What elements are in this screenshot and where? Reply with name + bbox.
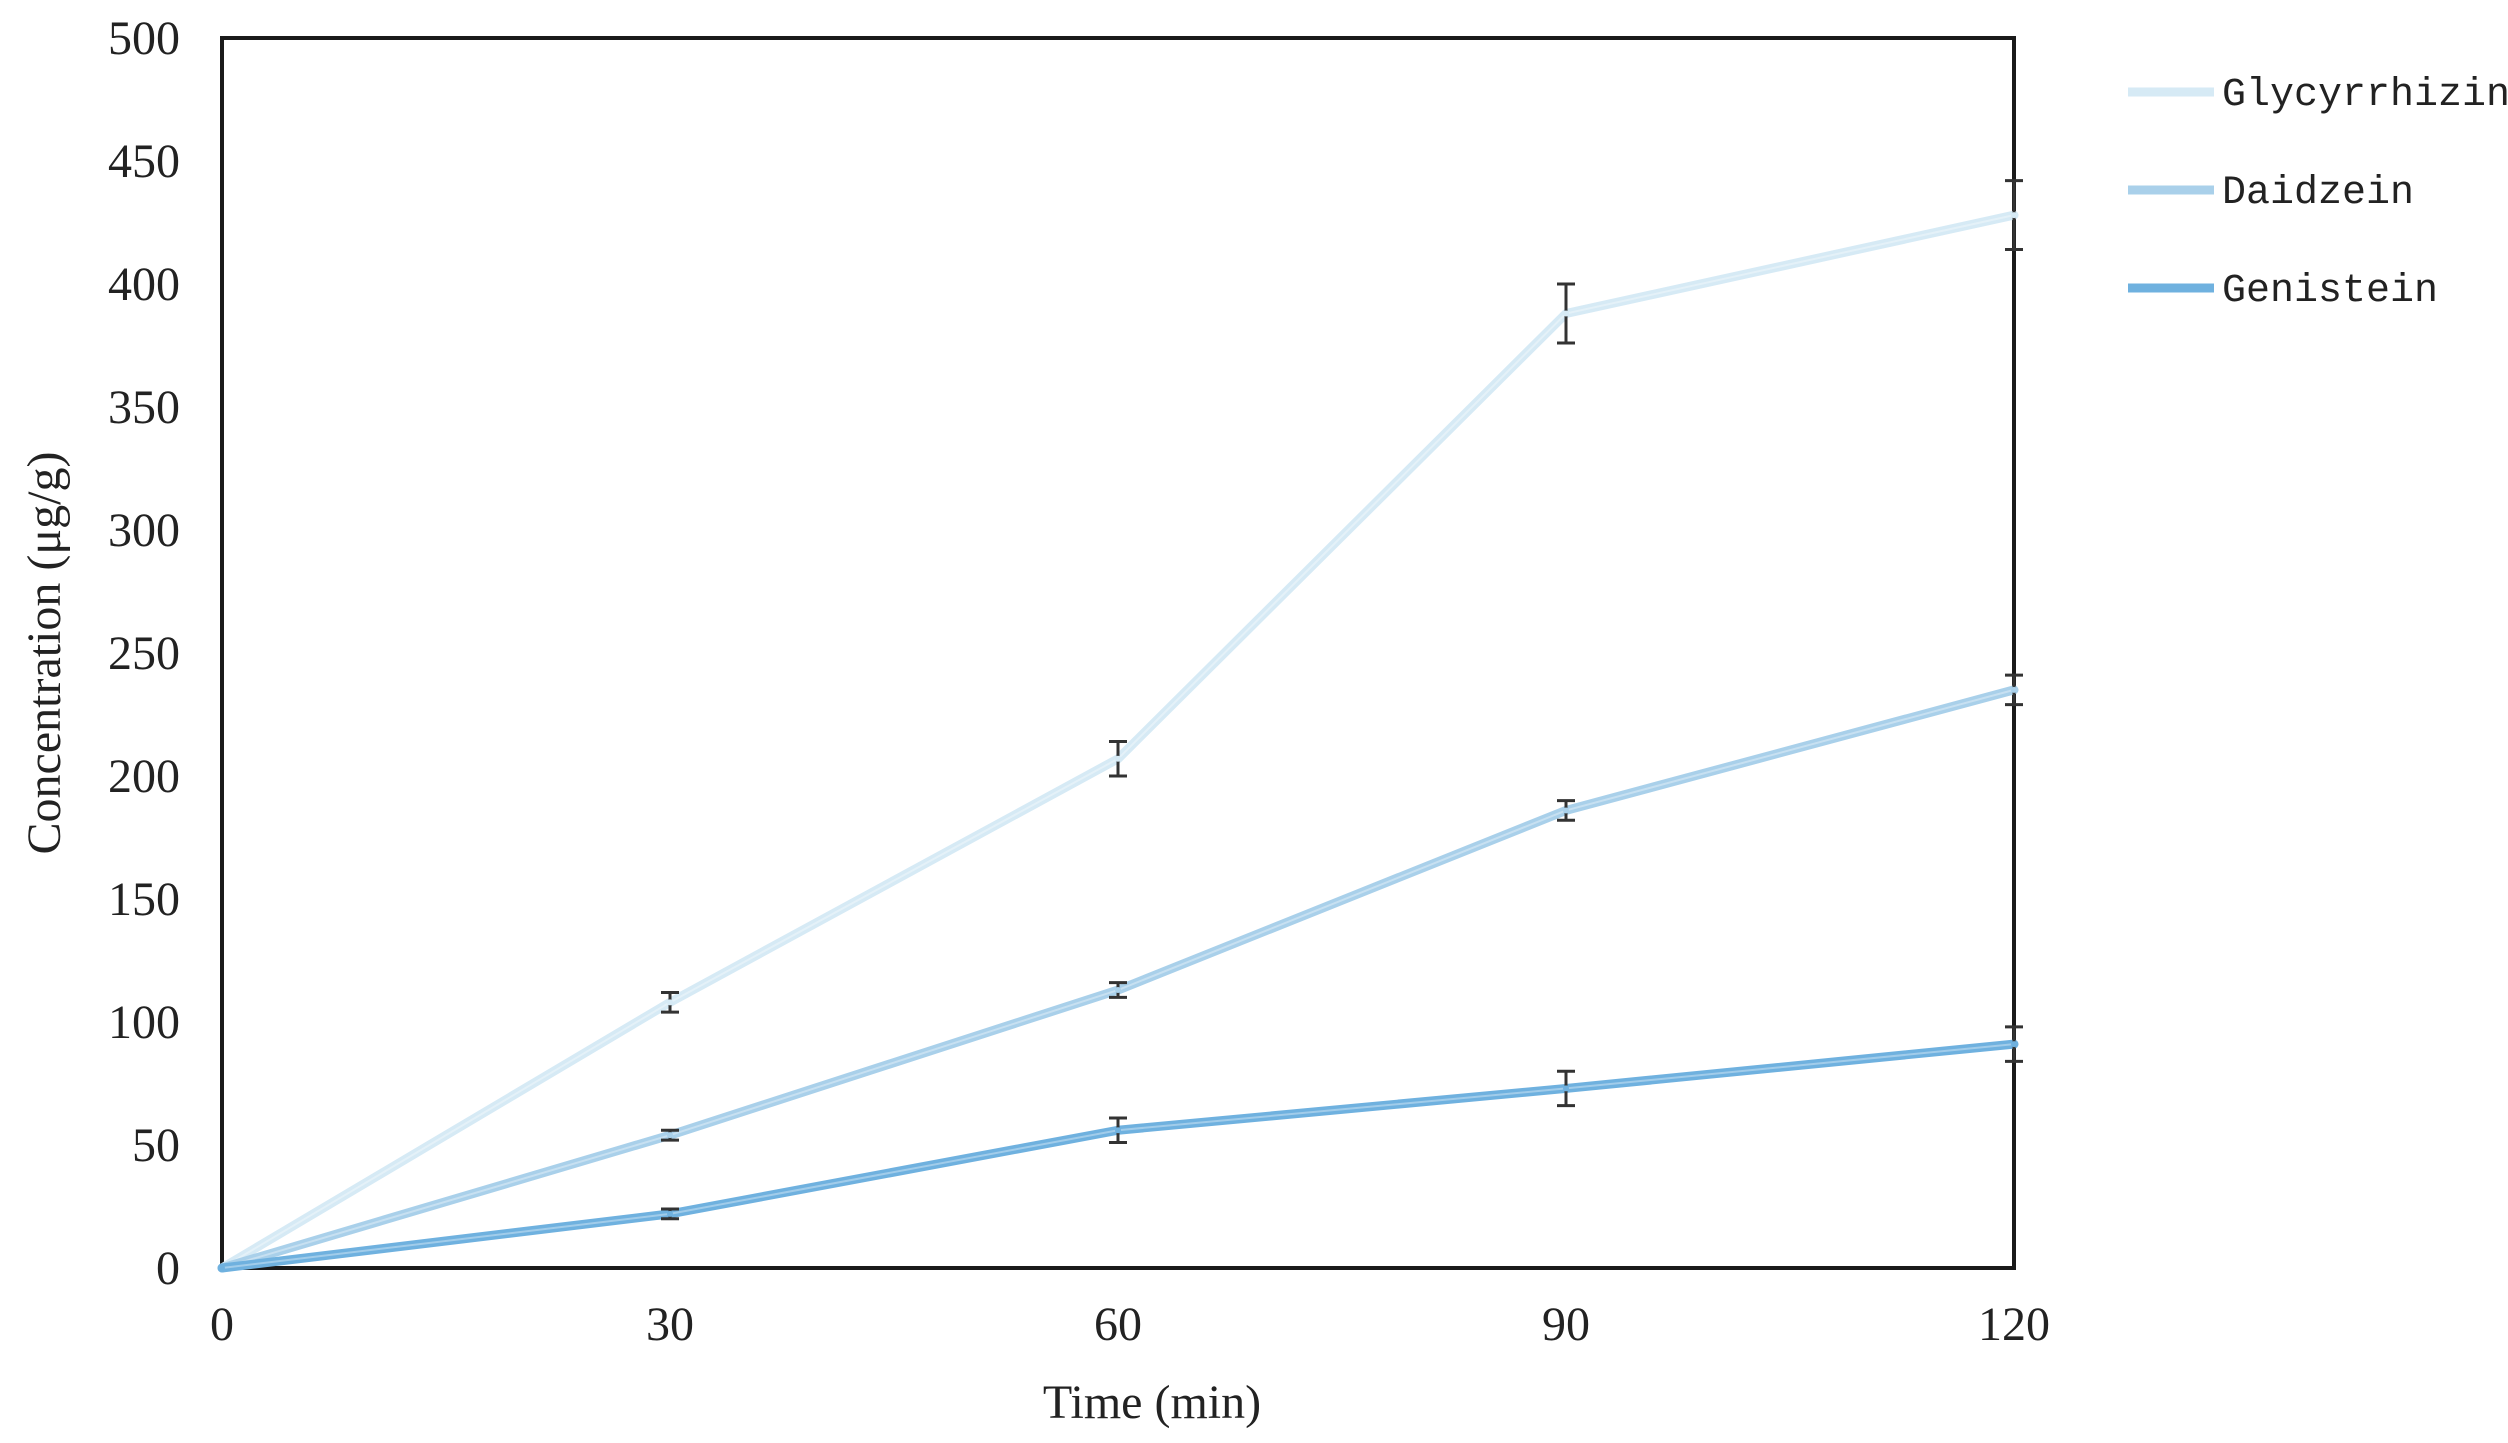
data-point xyxy=(1115,1127,1121,1134)
data-point xyxy=(1563,807,1569,814)
x-tick-label: 90 xyxy=(1542,1298,1590,1351)
y-tick-label: 0 xyxy=(156,1242,180,1295)
y-tick-label: 350 xyxy=(108,381,180,434)
y-tick-label: 300 xyxy=(108,504,180,557)
series-layer xyxy=(217,179,2023,1273)
series-genistein xyxy=(217,1025,2023,1273)
legend-label: Daidzein xyxy=(2222,171,2414,216)
y-tick-label: 100 xyxy=(108,996,180,1049)
y-tick-label: 500 xyxy=(108,12,180,65)
x-tick-label: 30 xyxy=(646,1298,694,1351)
y-tick-label: 150 xyxy=(108,873,180,926)
data-point xyxy=(667,999,673,1006)
y-tick-label: 50 xyxy=(132,1119,180,1172)
data-point xyxy=(1563,310,1569,317)
data-point xyxy=(2011,686,2017,693)
x-tick-label: 120 xyxy=(1978,1298,2050,1351)
legend-item-glycyrrhizin: Glycyrrhizin xyxy=(2128,73,2508,118)
data-point xyxy=(2011,212,2017,219)
data-point xyxy=(2011,1041,2017,1048)
data-point xyxy=(667,1132,673,1139)
x-tick-label: 0 xyxy=(210,1298,234,1351)
series-glycyrrhizin xyxy=(217,179,2023,1273)
data-point xyxy=(1115,755,1121,762)
series-line xyxy=(217,1039,2019,1273)
legend-label: Genistein xyxy=(2222,269,2438,314)
data-point xyxy=(667,1210,673,1217)
y-axis-title: Concentration (μg/g) xyxy=(18,452,71,855)
data-point xyxy=(1563,1085,1569,1092)
legend-label: Glycyrrhizin xyxy=(2222,73,2508,118)
legend-item-genistein: Genistein xyxy=(2128,269,2438,314)
data-point xyxy=(1115,987,1121,994)
x-axis-title: Time (min) xyxy=(1043,1376,1261,1429)
tick-labels: 0 30 60 90 120 0 50 100 150 200 250 300 350 400 450 500 xyxy=(108,12,2050,1351)
plot-area-frame xyxy=(220,36,2016,1270)
y-tick-label: 250 xyxy=(108,627,180,680)
y-tick-label: 200 xyxy=(108,750,180,803)
legend-item-daidzein: Daidzein xyxy=(2128,171,2414,216)
series-daidzein xyxy=(217,673,2023,1273)
y-tick-label: 400 xyxy=(108,258,180,311)
x-tick-label: 60 xyxy=(1094,1298,1142,1351)
legend: Glycyrrhizin Daidzein Genistein xyxy=(2128,73,2508,314)
y-tick-label: 450 xyxy=(108,135,180,188)
data-point xyxy=(219,1265,225,1271)
